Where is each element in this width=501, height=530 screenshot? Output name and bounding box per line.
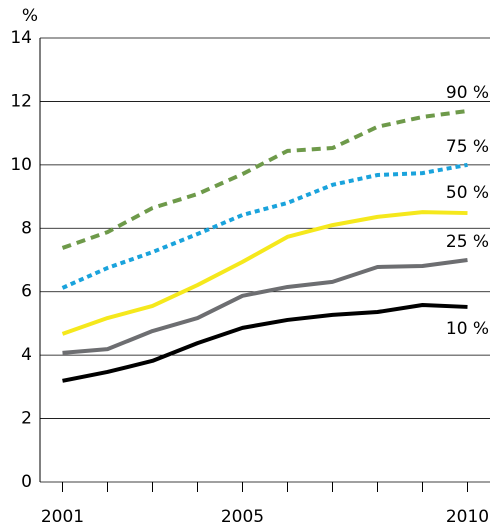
x-tick-label: 2010 [446,507,489,527]
series-label: 75 % [446,137,489,157]
series-line [62,258,468,355]
series-line [62,303,468,383]
series-label: 90 % [446,83,489,103]
series-label: 25 % [446,232,489,252]
y-tick-label: 0 [21,472,32,492]
y-tick-label: 6 [21,282,32,302]
y-tick-label: 8 [21,218,32,238]
x-tick-label: 2001 [41,507,84,527]
y-tick-label: 14 [10,28,32,48]
y-tick-label: 12 [10,91,32,111]
series-label: 10 % [446,319,489,339]
series-line [61,108,468,250]
y-tick-label: 4 [21,345,32,365]
y-tick-label: 10 [10,155,32,175]
series-label: 50 % [446,183,489,203]
y-axis-label: % [22,6,38,26]
series-line [61,162,468,290]
x-tick-label: 2005 [221,507,264,527]
series-line [61,210,468,336]
y-tick-label: 2 [21,409,32,429]
